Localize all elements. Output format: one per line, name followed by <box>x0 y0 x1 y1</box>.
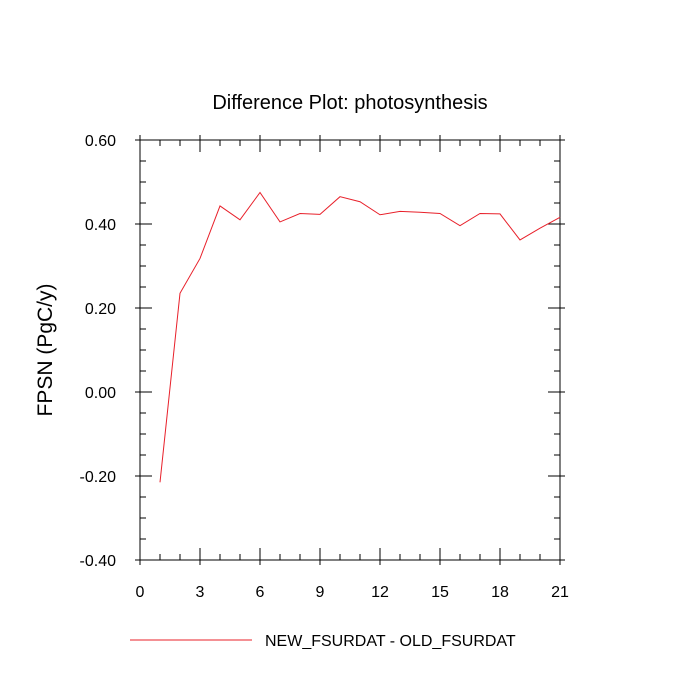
x-tick-label: 18 <box>491 584 509 601</box>
x-tick-label: 21 <box>551 584 569 601</box>
x-tick-label: 6 <box>256 584 265 601</box>
legend: NEW_FSURDAT - OLD_FSURDAT <box>130 633 516 650</box>
x-tick-label: 12 <box>371 584 389 601</box>
y-axis-label: FPSN (PgC/y) <box>34 283 57 416</box>
y-tick-label: 0.60 <box>85 133 116 150</box>
x-tick-label: 9 <box>316 584 325 601</box>
x-tick-label: 0 <box>136 584 145 601</box>
y-tick-label: -0.20 <box>80 469 117 486</box>
plot-frame <box>139 139 561 561</box>
legend-label: NEW_FSURDAT - OLD_FSURDAT <box>265 633 516 650</box>
x-tick-label: 15 <box>431 584 449 601</box>
series-line-0 <box>159 191 561 483</box>
tick-labels: 0 3 6 9 12 15 18 21 -0.40 -0.20 0.00 0.20 0.40 0.60 <box>80 133 569 601</box>
y-tick-label: 0.40 <box>85 217 116 234</box>
y-tick-label: 0.00 <box>85 385 116 402</box>
series-layer <box>159 191 561 483</box>
y-tick-label: -0.40 <box>80 553 117 570</box>
chart-title: Difference Plot: photosynthesis <box>212 92 487 114</box>
y-tick-label: 0.20 <box>85 301 116 318</box>
x-tick-label: 3 <box>196 584 205 601</box>
